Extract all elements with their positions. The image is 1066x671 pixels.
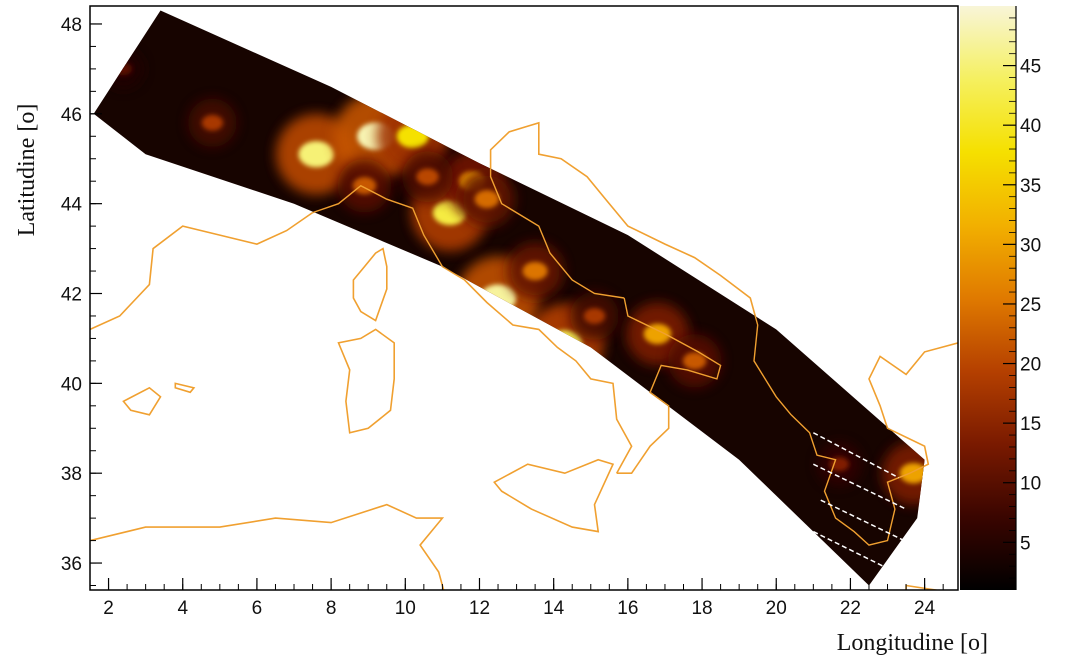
hotspot-core [643,323,672,345]
coastline-france-spain [90,211,314,331]
y-tick-label: 40 [61,374,82,395]
plot-area [89,5,959,591]
hotspot-core [522,261,548,281]
x-axis: 2 4 6 8 10 12 14 16 18 20 22 24 [89,578,944,619]
coastline-mallorca [122,386,162,416]
colorbar-tick-label: 5 [1020,533,1031,554]
x-tick-label: 18 [691,598,712,619]
x-axis-title: Longitudine [o] [837,630,988,656]
hotspot-core [583,308,606,324]
colorbar-tick-label: 10 [1020,474,1041,495]
colorbar-tick-label: 15 [1020,414,1041,435]
map-layer [90,10,958,590]
colorbar-gradient [960,6,1016,590]
colorbar-tick-label: 45 [1020,57,1041,78]
x-tick-label: 22 [840,598,861,619]
coastline-corsica [352,247,388,322]
y-tick-label: 46 [61,105,82,126]
hotspot-core [474,190,500,209]
colorbar-tick-label: 20 [1020,355,1041,376]
hotspot-core [829,457,849,472]
colorbar: 5 10 15 20 25 30 35 40 45 [960,6,1041,590]
colorbar-tick-label: 35 [1020,176,1041,197]
scan-line [813,463,907,510]
x-tick-label: 6 [252,598,263,619]
x-tick-label: 16 [617,598,638,619]
y-tick-label: 38 [61,464,82,485]
y-tick-label: 36 [61,554,82,575]
x-tick-label: 2 [103,598,114,619]
y-axis: 36 38 40 42 44 46 48 [61,15,102,587]
hotspot-core [201,114,224,131]
plot-frame [89,5,959,591]
colorbar-tick-label: 30 [1020,235,1041,256]
y-tick-label: 44 [61,195,83,216]
x-tick-label: 12 [469,598,490,619]
x-tick-label: 10 [395,598,416,619]
x-tick-label: 4 [177,598,188,619]
hotspot-core [682,352,707,370]
x-tick-label: 20 [766,598,787,619]
y-tick-label: 42 [61,285,82,306]
x-tick-label: 24 [914,598,936,619]
y-tick-label: 48 [61,15,82,36]
scan-line [812,432,899,479]
coastline-north-africa [90,503,445,590]
y-axis-title: Latitudine [o] [14,104,40,237]
scan-line [820,499,914,546]
coastline-menorca [174,382,196,394]
hotspot-core [298,141,335,168]
coastline-sicily [493,458,615,533]
hotspot-core [416,168,439,185]
colorbar-tick-label: 40 [1020,116,1041,137]
colorbar-tick-label: 25 [1020,295,1041,316]
x-tick-label: 8 [326,598,337,619]
scan-line [813,530,896,573]
colorbar-ticks: 5 10 15 20 25 30 35 40 45 [1003,6,1041,590]
coastline-sardinia [337,328,396,434]
x-tick-label: 14 [543,598,565,619]
